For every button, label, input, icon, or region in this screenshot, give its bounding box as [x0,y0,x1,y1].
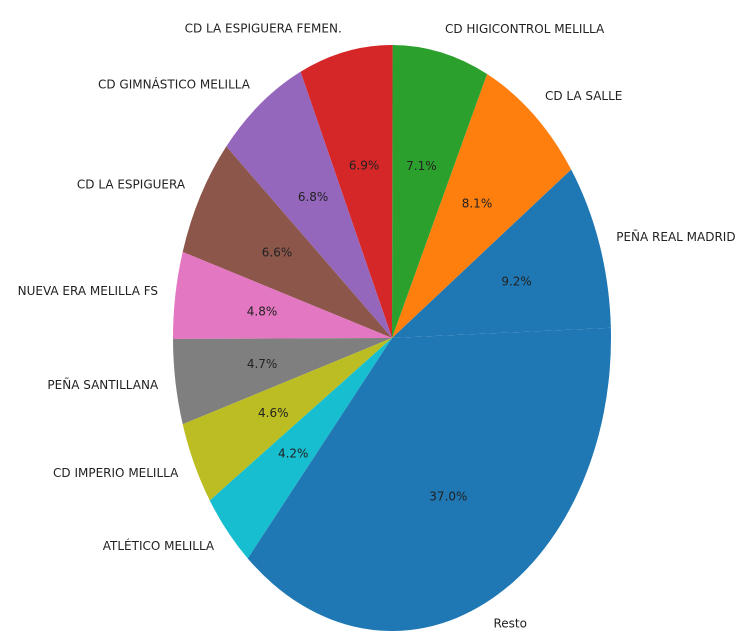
pie-slice [173,251,392,340]
pie-slice [182,338,392,501]
percent-label: 7.1% [406,159,437,173]
slice-label: Resto [493,616,526,630]
pie-slice [182,146,392,338]
percent-label: 6.9% [349,159,380,173]
pie-slice [226,71,392,339]
percent-label: 8.1% [462,196,493,210]
slice-label: ATLÉTICO MELILLA [103,538,215,553]
percent-label: 9.2% [501,275,532,289]
slice-label: CD HIGICONTROL MELILLA [445,22,605,36]
pie-slice [209,338,392,559]
pie-slice [247,327,611,631]
pie-slice [173,338,392,425]
slice-label: CD LA SALLE [545,89,622,103]
percent-label: 4.7% [247,357,278,371]
slice-label: PEÑA REAL MADRID [616,229,735,244]
slice-label: CD LA ESPIGUERA FEMEN. [185,21,342,35]
slice-label: NUEVA ERA MELILLA FS [18,284,158,298]
slice-label: CD GIMNÁSTICO MELILLA [98,77,251,92]
pie-slice [392,74,572,338]
slice-label: CD IMPERIO MELILLA [53,466,179,480]
percent-label: 4.8% [247,305,278,319]
percent-label: 6.6% [262,245,293,259]
percent-label: 37.0% [429,489,467,503]
percent-label: 6.8% [298,190,329,204]
pie-slice [300,44,393,338]
slice-label: PEÑA SANTILLANA [47,377,159,392]
pie-slice [392,45,488,339]
slice-label: CD LA ESPIGUERA [77,177,186,191]
percent-label: 4.2% [278,446,309,460]
percent-label: 4.6% [258,406,289,420]
pie-slice [392,169,611,338]
